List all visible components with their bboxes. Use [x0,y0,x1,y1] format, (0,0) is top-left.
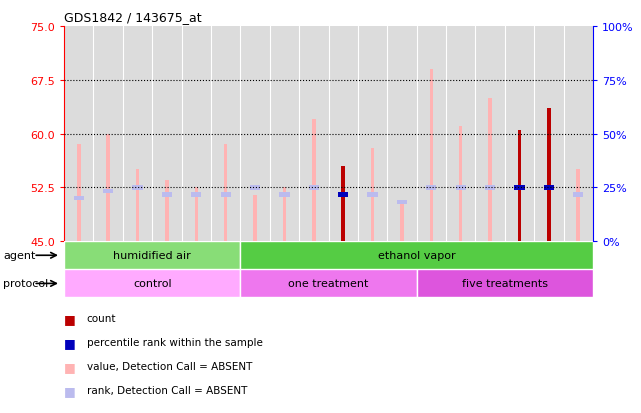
Bar [342,166,345,242]
Bar [573,193,583,197]
Bar [250,186,260,190]
Bar [544,186,554,190]
Bar [576,170,580,242]
Bar [488,98,492,242]
Text: ■: ■ [64,384,76,397]
Bar [367,193,378,197]
Bar [64,242,240,270]
Bar [240,27,270,242]
Bar [74,197,84,201]
Bar [505,27,534,242]
Text: ■: ■ [64,360,76,373]
Bar [240,242,593,270]
Bar [270,27,299,242]
Bar [106,134,110,242]
Bar [240,270,417,298]
Bar [476,27,505,242]
Bar [103,189,113,194]
Bar [400,202,404,242]
Text: one treatment: one treatment [288,279,369,289]
Bar [387,27,417,242]
Bar [534,27,563,242]
Bar [195,188,198,242]
Bar [514,186,524,190]
Bar [358,27,387,242]
Bar [338,193,348,197]
Bar [328,27,358,242]
Bar [64,270,240,298]
Bar [309,186,319,190]
Bar [94,27,123,242]
Bar [485,186,495,190]
Bar [224,145,228,242]
Bar [77,145,81,242]
Bar [181,27,211,242]
Text: count: count [87,313,116,323]
Text: protocol: protocol [3,279,49,289]
Bar [429,70,433,242]
Bar [456,186,466,190]
Text: control: control [133,279,172,289]
Text: value, Detection Call = ABSENT: value, Detection Call = ABSENT [87,361,252,371]
Bar [417,270,593,298]
Bar [211,27,240,242]
Text: five treatments: five treatments [462,279,548,289]
Bar [253,195,257,242]
Bar [64,27,94,242]
Bar [279,193,290,197]
Bar [162,193,172,197]
Bar [370,149,374,242]
Bar [397,200,407,204]
Text: percentile rank within the sample: percentile rank within the sample [87,337,262,347]
Text: agent: agent [3,251,36,261]
Bar [283,188,286,242]
Bar [123,27,153,242]
Bar [426,186,437,190]
Bar [459,127,463,242]
Bar [312,120,315,242]
Bar [191,193,201,197]
Bar [417,27,446,242]
Bar [133,186,143,190]
Text: GDS1842 / 143675_at: GDS1842 / 143675_at [64,11,202,24]
Text: ethanol vapor: ethanol vapor [378,251,456,261]
Text: ■: ■ [64,336,76,349]
Bar [221,193,231,197]
Text: ■: ■ [64,312,76,325]
Bar [165,181,169,242]
Bar [136,170,139,242]
Text: rank, Detection Call = ABSENT: rank, Detection Call = ABSENT [87,385,247,395]
Text: humidified air: humidified air [113,251,191,261]
Bar [446,27,476,242]
Bar [518,131,521,242]
Bar [299,27,328,242]
Bar [153,27,181,242]
Bar [563,27,593,242]
Bar [547,109,551,242]
